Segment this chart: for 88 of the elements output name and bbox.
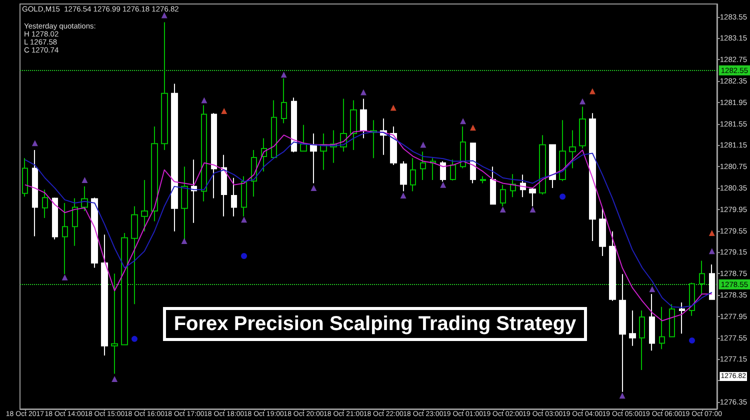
candlestick	[32, 150, 38, 237]
candlestick	[609, 230, 616, 302]
candlestick	[201, 104, 207, 202]
point	[241, 252, 247, 259]
candlestick	[410, 158, 416, 192]
candlestick	[81, 186, 88, 212]
candlestick	[649, 293, 655, 352]
candlestick	[579, 106, 586, 149]
candlestick	[271, 100, 277, 159]
point	[221, 108, 228, 114]
point	[589, 88, 596, 94]
candlestick	[231, 177, 237, 217]
candlestick	[490, 166, 496, 206]
candlestick	[539, 134, 546, 195]
text: Forex Precision Scalping Trading Strategy	[174, 313, 578, 335]
candlestick	[171, 83, 178, 232]
point	[530, 206, 536, 212]
candlestick	[470, 142, 476, 184]
point	[280, 72, 287, 78]
point	[131, 336, 138, 342]
point	[241, 216, 247, 223]
candlestick	[559, 120, 566, 182]
candlestick	[101, 234, 108, 356]
point	[390, 104, 396, 111]
candlestick	[390, 126, 397, 166]
candlestick	[42, 189, 48, 219]
candlestick	[300, 124, 307, 152]
candlestick	[241, 176, 247, 217]
candlestick	[360, 98, 367, 139]
candlestick	[350, 100, 357, 151]
candlestick	[510, 174, 516, 198]
point	[82, 177, 88, 184]
candlestick	[400, 160, 407, 192]
candlestick	[141, 180, 148, 232]
candlestick	[52, 197, 58, 240]
candlestick	[22, 158, 28, 198]
candlestick	[639, 310, 645, 370]
candlestick	[569, 130, 576, 169]
point	[500, 206, 506, 212]
point	[62, 274, 68, 280]
point	[689, 338, 695, 344]
candlestick	[221, 154, 227, 217]
point	[579, 98, 586, 104]
candlestick	[281, 78, 287, 124]
point	[440, 182, 446, 188]
point	[708, 230, 715, 236]
point	[400, 192, 406, 199]
candlestick	[669, 304, 675, 338]
candlestick	[72, 198, 78, 246]
candlestick	[589, 112, 596, 242]
candlestick	[460, 126, 466, 169]
candlestick	[599, 207, 606, 256]
candlestick	[151, 126, 158, 222]
candlestick	[679, 302, 685, 334]
candlestick	[131, 206, 138, 305]
candlestick	[111, 273, 118, 374]
candlestick	[291, 97, 297, 153]
candlestick	[430, 158, 436, 181]
candlestick	[659, 306, 665, 350]
point	[649, 286, 656, 292]
candlestick	[450, 159, 456, 182]
point	[470, 124, 476, 131]
candlestick	[91, 197, 98, 268]
candlestick	[161, 22, 168, 151]
candlestick	[121, 232, 128, 346]
candlestick	[480, 176, 486, 184]
candlestick	[191, 159, 197, 224]
candlestick	[549, 144, 556, 189]
candlestick	[689, 282, 695, 316]
point	[360, 89, 366, 96]
candlestick	[420, 151, 426, 181]
candlestick	[211, 112, 217, 199]
candlestick	[629, 310, 636, 346]
point	[32, 140, 38, 146]
point	[112, 376, 118, 382]
point	[181, 238, 188, 244]
point	[619, 392, 626, 399]
point	[161, 12, 168, 18]
point	[560, 194, 566, 200]
candlestick	[699, 260, 705, 294]
candlestick	[709, 264, 715, 300]
candlestick	[310, 132, 317, 184]
point	[708, 248, 715, 254]
point	[420, 142, 426, 148]
point	[310, 185, 317, 192]
candlestick	[619, 274, 626, 392]
point	[460, 118, 466, 124]
point	[201, 97, 208, 104]
